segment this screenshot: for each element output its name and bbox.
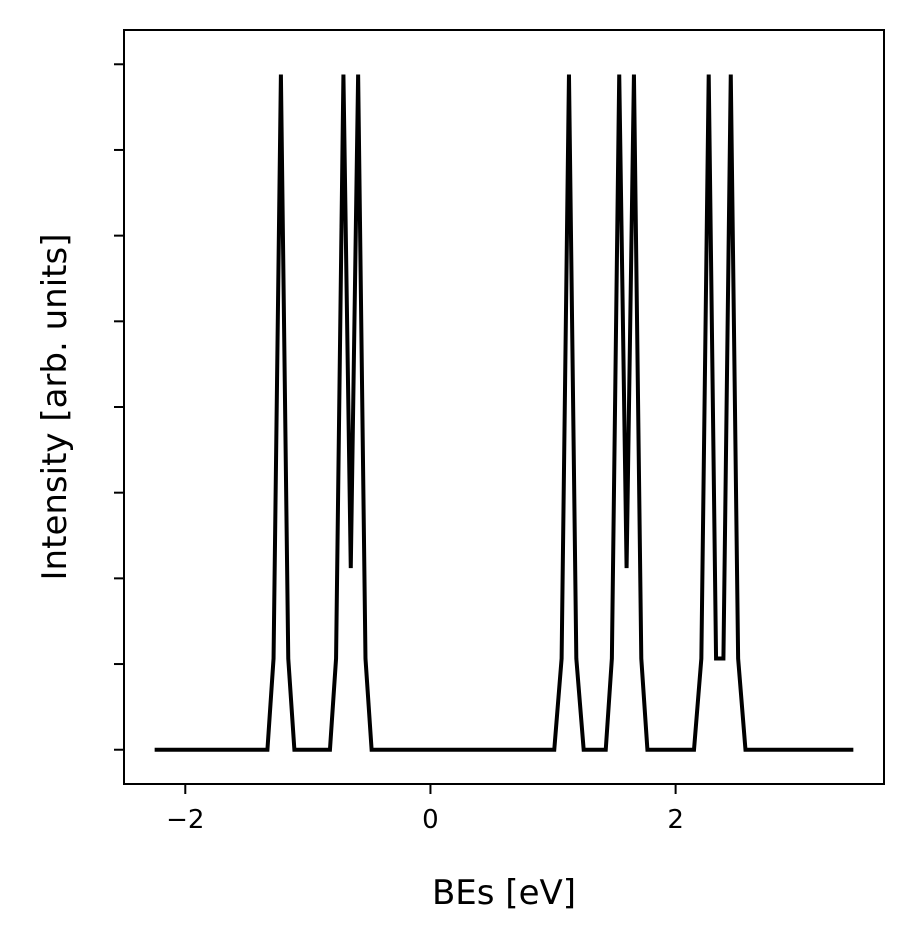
y-ticks [114,63,124,751]
x-tick-label: −2 [166,805,204,835]
plot-area [124,30,884,784]
x-tick-label: 0 [422,805,439,835]
y-axis-label: Intensity [arb. units] [35,234,75,581]
x-tick-label: 2 [667,805,684,835]
series-line-0 [154,74,854,752]
x-ticks: −2 0 2 [166,784,684,835]
series-layer [154,74,854,752]
x-axis-label: BEs [eV] [432,873,576,913]
